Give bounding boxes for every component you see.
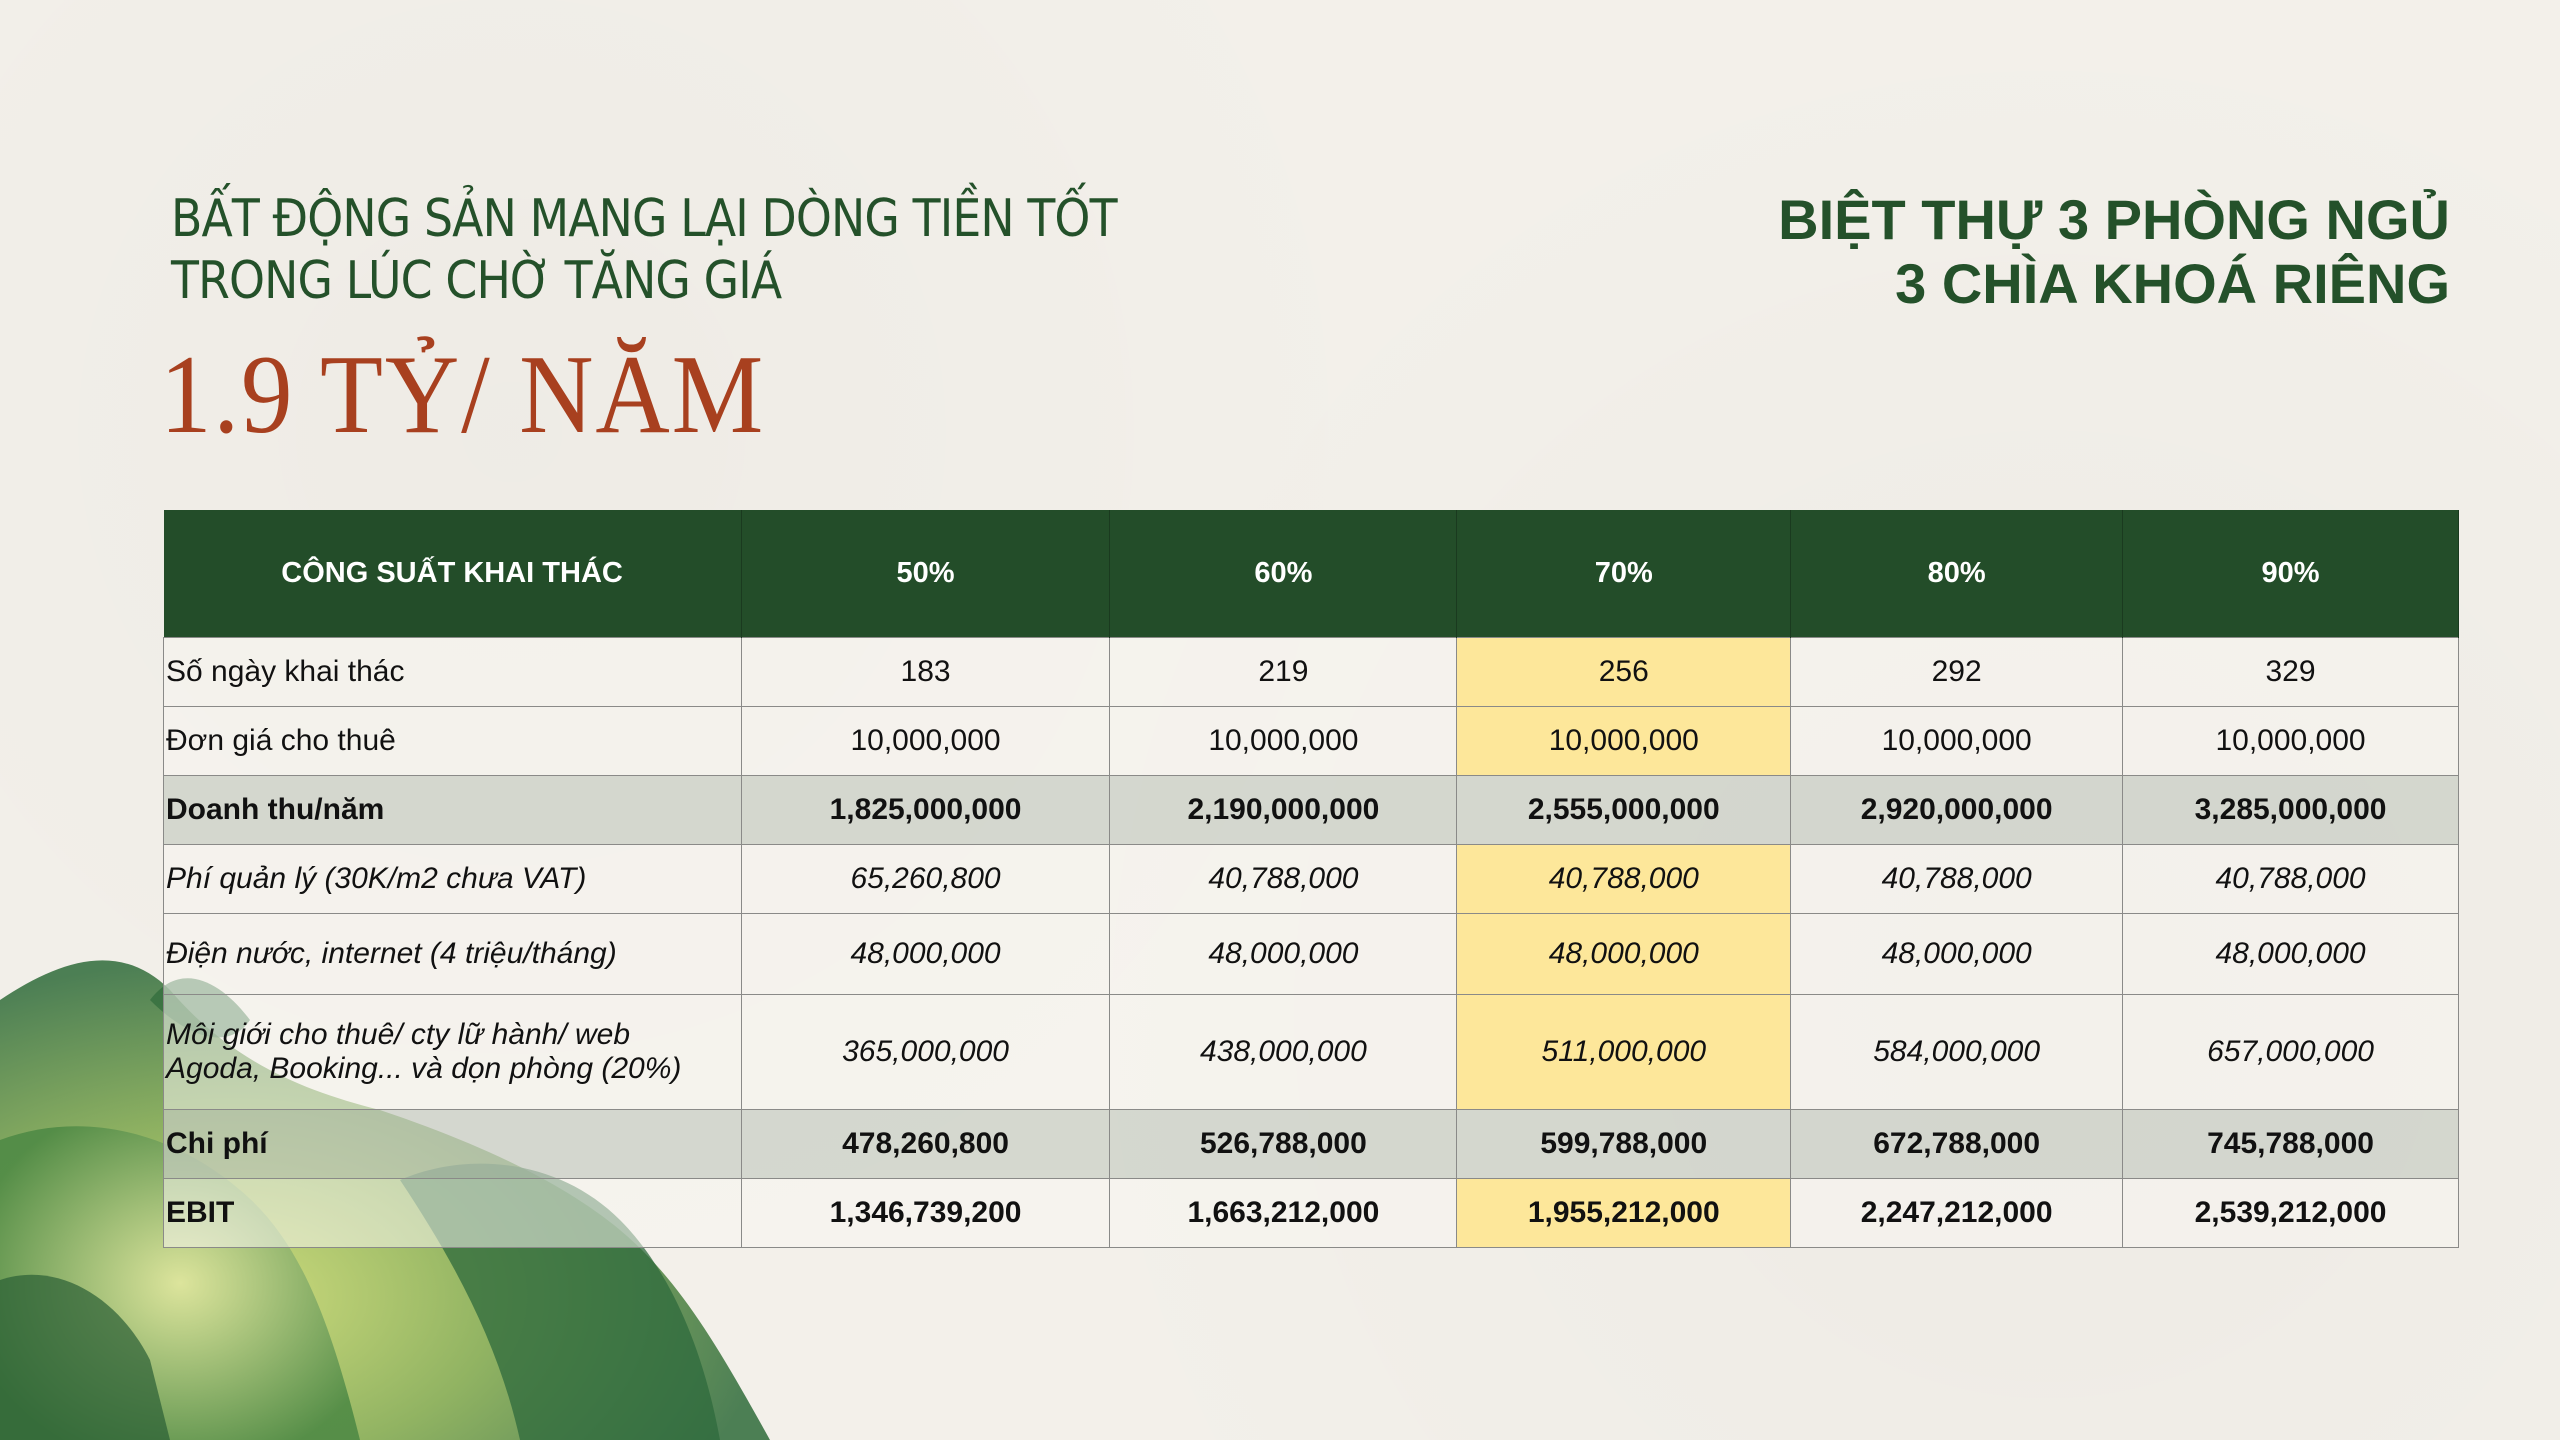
table-cell: 40,788,000 bbox=[1109, 844, 1458, 914]
table-cell: 1,955,212,000 bbox=[1456, 1178, 1792, 1248]
row-label: Đơn giá cho thuê bbox=[163, 706, 742, 776]
table-cell: 672,788,000 bbox=[1790, 1109, 2124, 1179]
title-right-line-1: BIỆT THỰ 3 PHÒNG NGỦ bbox=[1778, 188, 2450, 251]
table-header-row: CÔNG SUẤT KHAI THÁC 50% 60% 70% 80% 90% bbox=[163, 510, 2459, 638]
table-row: EBIT 1,346,739,200 1,663,212,000 1,955,212,… bbox=[163, 1178, 2459, 1248]
table-cell: 219 bbox=[1109, 637, 1458, 707]
table-cell: 2,247,212,000 bbox=[1790, 1178, 2124, 1248]
table-cell: 2,555,000,000 bbox=[1456, 775, 1792, 845]
row-label: Môi giới cho thuê/ cty lữ hành/ web Agoda… bbox=[163, 994, 742, 1110]
table-row: Phí quản lý (30K/m2 chưa VAT) 65,260,800 4… bbox=[163, 844, 2459, 914]
revenue-table: CÔNG SUẤT KHAI THÁC 50% 60% 70% 80% 90% Số ng… bbox=[163, 510, 2459, 1248]
table-cell: 1,825,000,000 bbox=[740, 775, 1111, 845]
table-cell: 40,788,000 bbox=[1790, 844, 2124, 914]
column-header-capacity: CÔNG SUẤT KHAI THÁC bbox=[163, 510, 742, 638]
subtitle-left: BẤT ĐỘNG SẢN MANG LẠI DÒNG TIỀN TỐT TRON… bbox=[171, 188, 1118, 312]
table-cell: 48,000,000 bbox=[740, 913, 1111, 995]
table-cell: 48,000,000 bbox=[2122, 913, 2459, 995]
table-row: Điện nước, internet (4 triệu/tháng) 48,00… bbox=[163, 913, 2459, 995]
table-cell: 40,788,000 bbox=[1456, 844, 1792, 914]
table-row: Môi giới cho thuê/ cty lữ hành/ web Agoda… bbox=[163, 994, 2459, 1110]
table-cell: 2,190,000,000 bbox=[1109, 775, 1458, 845]
table-cell: 10,000,000 bbox=[1456, 706, 1792, 776]
table-cell: 478,260,800 bbox=[740, 1109, 1111, 1179]
table-row: Doanh thu/năm 1,825,000,000 2,190,000,000 2… bbox=[163, 775, 2459, 845]
table-cell: 3,285,000,000 bbox=[2122, 775, 2459, 845]
table-cell: 511,000,000 bbox=[1456, 994, 1792, 1110]
table-cell: 438,000,000 bbox=[1109, 994, 1458, 1110]
table-cell: 292 bbox=[1790, 637, 2124, 707]
table-cell: 256 bbox=[1456, 637, 1792, 707]
table-cell: 48,000,000 bbox=[1109, 913, 1458, 995]
headline-income: 1.9 TỶ/ NĂM bbox=[160, 333, 766, 457]
table-cell: 10,000,000 bbox=[1790, 706, 2124, 776]
table-cell: 10,000,000 bbox=[740, 706, 1111, 776]
table-cell: 10,000,000 bbox=[2122, 706, 2459, 776]
title-right-line-2: 3 CHÌA KHOÁ RIÊNG bbox=[1895, 252, 2450, 315]
column-header-70pct: 70% bbox=[1456, 510, 1792, 638]
table-cell: 2,920,000,000 bbox=[1790, 775, 2124, 845]
column-header-60pct: 60% bbox=[1109, 510, 1458, 638]
row-label-line: Môi giới cho thuê/ cty lữ hành/ web bbox=[166, 1018, 631, 1051]
row-label: Chi phí bbox=[163, 1109, 742, 1179]
table-cell: 745,788,000 bbox=[2122, 1109, 2459, 1179]
column-header-80pct: 80% bbox=[1790, 510, 2124, 638]
title-right: BIỆT THỰ 3 PHÒNG NGỦ 3 CHÌA KHOÁ RIÊNG bbox=[1778, 188, 2450, 316]
table-cell: 365,000,000 bbox=[740, 994, 1111, 1110]
table-cell: 599,788,000 bbox=[1456, 1109, 1792, 1179]
subtitle-line-1: BẤT ĐỘNG SẢN MANG LẠI DÒNG TIỀN TỐT bbox=[171, 189, 1118, 249]
table-cell: 329 bbox=[2122, 637, 2459, 707]
table-cell: 48,000,000 bbox=[1456, 913, 1792, 995]
table-cell: 48,000,000 bbox=[1790, 913, 2124, 995]
table-cell: 657,000,000 bbox=[2122, 994, 2459, 1110]
subtitle-line-2: TRONG LÚC CHỜ TĂNG GIÁ bbox=[171, 251, 782, 311]
row-label: Phí quản lý (30K/m2 chưa VAT) bbox=[163, 844, 742, 914]
row-label-line: Agoda, Booking... và dọn phòng (20%) bbox=[166, 1052, 682, 1085]
row-label: Điện nước, internet (4 triệu/tháng) bbox=[163, 913, 742, 995]
table-cell: 1,663,212,000 bbox=[1109, 1178, 1458, 1248]
table-cell: 1,346,739,200 bbox=[740, 1178, 1111, 1248]
table-cell: 65,260,800 bbox=[740, 844, 1111, 914]
table-cell: 584,000,000 bbox=[1790, 994, 2124, 1110]
table-cell: 2,539,212,000 bbox=[2122, 1178, 2459, 1248]
table-row: Đơn giá cho thuê 10,000,000 10,000,000 10,0… bbox=[163, 706, 2459, 776]
table-cell: 183 bbox=[740, 637, 1111, 707]
table-row: Chi phí 478,260,800 526,788,000 599,788,000… bbox=[163, 1109, 2459, 1179]
row-label: Số ngày khai thác bbox=[163, 637, 742, 707]
column-header-50pct: 50% bbox=[741, 510, 1111, 638]
table-cell: 526,788,000 bbox=[1109, 1109, 1458, 1179]
column-header-90pct: 90% bbox=[2122, 510, 2459, 638]
row-label: Doanh thu/năm bbox=[163, 775, 742, 845]
table-cell: 10,000,000 bbox=[1109, 706, 1458, 776]
row-label: EBIT bbox=[163, 1178, 742, 1248]
table-row: Số ngày khai thác 183 219 256 292 329 bbox=[163, 637, 2459, 707]
table-cell: 40,788,000 bbox=[2122, 844, 2459, 914]
